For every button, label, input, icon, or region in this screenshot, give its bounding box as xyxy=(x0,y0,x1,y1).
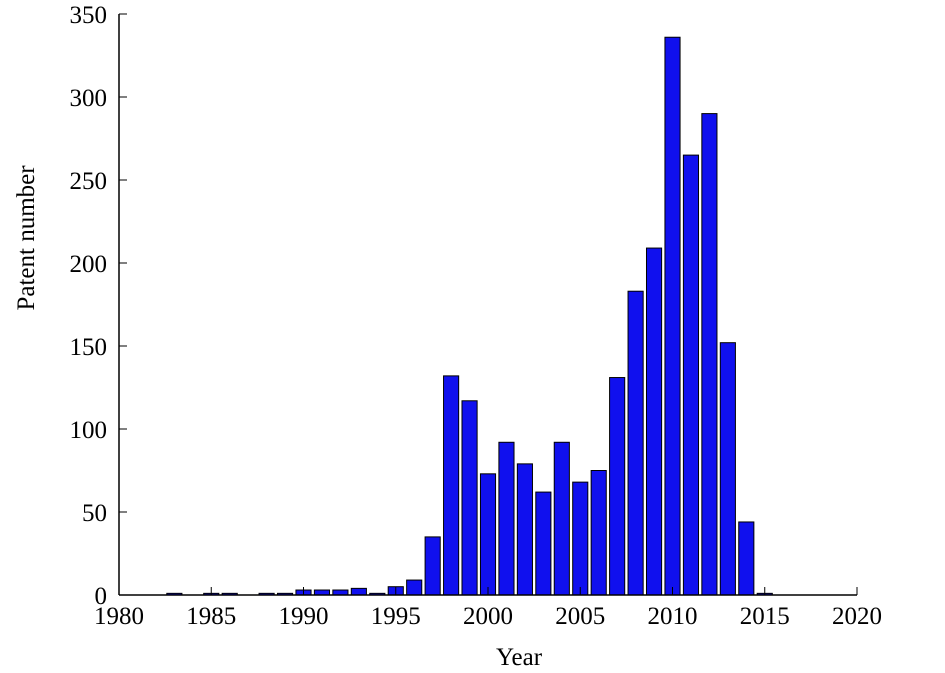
x-axis-title: Year xyxy=(496,644,543,671)
bar-1996 xyxy=(406,579,423,596)
bar-2011 xyxy=(682,154,700,596)
bar-2002 xyxy=(516,463,533,596)
x-tick-label: 2015 xyxy=(740,603,790,630)
x-tick-label: 2005 xyxy=(555,603,605,630)
bars-group xyxy=(166,36,773,596)
bar-2014 xyxy=(738,521,755,596)
bar-1998 xyxy=(443,375,460,596)
y-tick-label: 250 xyxy=(70,168,108,195)
x-tick-label: 2010 xyxy=(648,603,698,630)
x-tick-label: 1990 xyxy=(279,603,329,630)
bar-2001 xyxy=(498,441,515,596)
y-axis-title: Patent number xyxy=(13,165,40,311)
y-tick-label: 350 xyxy=(70,2,108,29)
bar-2013 xyxy=(719,342,736,596)
bar-2008 xyxy=(627,290,644,596)
bar-2006 xyxy=(590,470,607,596)
y-tick-label: 200 xyxy=(70,251,108,278)
y-tick-label: 300 xyxy=(70,85,108,112)
y-ticks-group: 0 50 100 150 200 250 300 350 xyxy=(70,2,127,610)
bar-1999 xyxy=(461,400,478,596)
bar-2004 xyxy=(553,441,570,596)
y-tick-label: 50 xyxy=(82,500,107,527)
x-tick-label: 1985 xyxy=(186,603,236,630)
bar-1997 xyxy=(424,536,441,596)
bar-1993 xyxy=(350,587,367,596)
x-tick-label: 2000 xyxy=(463,603,513,630)
y-tick-label: 100 xyxy=(70,417,108,444)
y-tick-label: 150 xyxy=(70,334,108,361)
y-tick-label: 0 xyxy=(95,583,108,610)
x-tick-label: 1980 xyxy=(94,603,144,630)
bar-2010 xyxy=(664,36,681,596)
bar-2009 xyxy=(645,247,663,596)
x-tick-label: 2020 xyxy=(832,603,882,630)
bar-2005 xyxy=(572,481,589,596)
bar-2000 xyxy=(479,473,497,596)
x-ticks-group: 1980 1985 1990 1995 2000 2005 2010 2015 2020 xyxy=(94,587,882,630)
bar-2012 xyxy=(701,113,718,596)
bar-2003 xyxy=(535,491,552,596)
x-tick-label: 1995 xyxy=(371,603,421,630)
bar-2007 xyxy=(609,377,626,596)
